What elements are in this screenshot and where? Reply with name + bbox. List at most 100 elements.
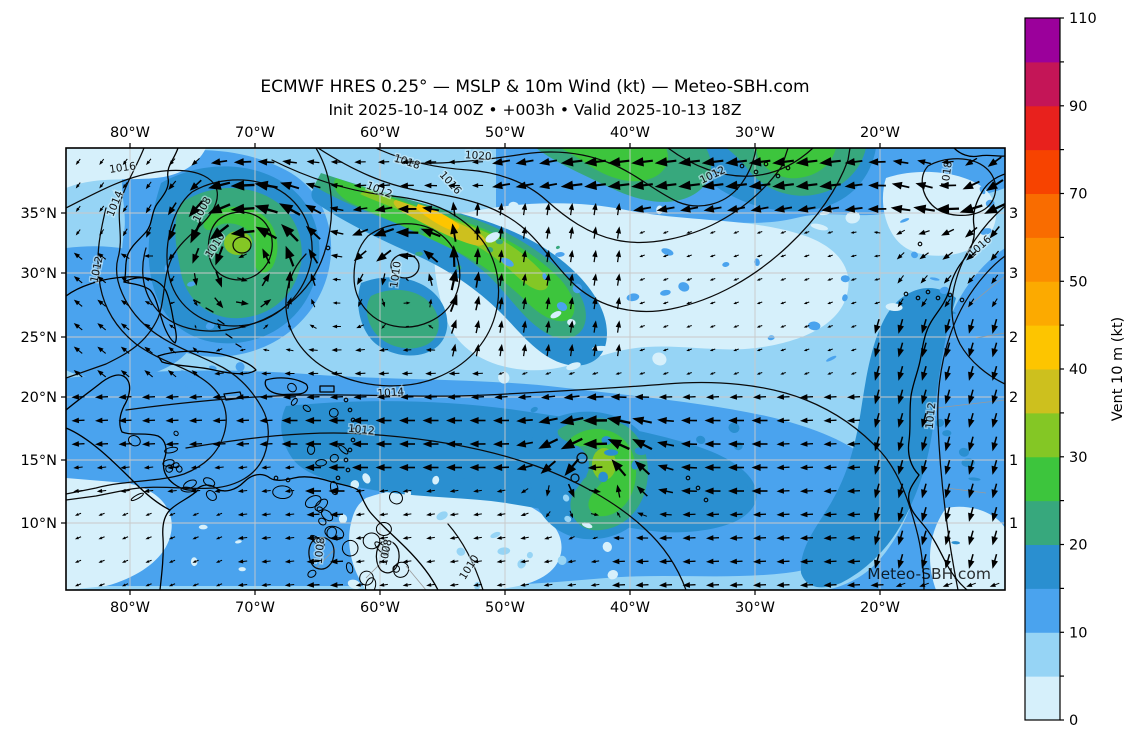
- wind-arrow: [991, 318, 998, 334]
- wind-arrow: [236, 417, 250, 424]
- wind-arrow: [733, 348, 739, 352]
- speck: [432, 475, 440, 485]
- wind-arrow: [308, 348, 318, 353]
- wind-arrow: [965, 157, 978, 166]
- x-axis-label-bottom: 50°W: [485, 600, 525, 616]
- wind-arrow: [944, 506, 951, 522]
- wind-arrow: [373, 227, 395, 237]
- wind-arrow: [121, 583, 129, 587]
- wind-arrow: [426, 559, 435, 564]
- island-dot: [703, 497, 709, 503]
- wind-arrow: [305, 204, 322, 215]
- wind-arrow: [728, 440, 744, 448]
- wind-arrow: [874, 506, 881, 522]
- colorbar-segment: [1025, 237, 1060, 282]
- wind-arrow: [191, 370, 200, 378]
- wind-arrow: [567, 583, 576, 587]
- wind-arrow: [800, 511, 814, 518]
- terrain-contour: [175, 465, 183, 473]
- wind-arrow: [121, 512, 129, 516]
- wind-arrow: [918, 229, 930, 235]
- wind-arrow: [284, 512, 295, 517]
- wind-arrow: [968, 530, 975, 546]
- wind-arrow: [352, 205, 368, 213]
- speck: [556, 302, 568, 311]
- wind-arrow: [592, 226, 598, 239]
- colorbar-segment: [1025, 412, 1060, 458]
- terrain-contour: [302, 404, 311, 413]
- wind-arrow: [921, 506, 928, 522]
- wind-arrow: [190, 465, 201, 470]
- speck: [939, 286, 950, 295]
- wind-arrow: [991, 506, 998, 522]
- wind-arrow: [189, 394, 203, 400]
- island-dot: [917, 241, 923, 247]
- wind-arrow: [803, 325, 810, 328]
- wind-arrow: [230, 203, 255, 215]
- wind-arrow: [568, 371, 575, 375]
- wind-arrow: [706, 394, 720, 400]
- wind-arrow: [517, 394, 532, 400]
- speck: [498, 371, 510, 384]
- wind-arrow: [332, 324, 341, 329]
- wind-arrow: [356, 324, 364, 329]
- wind-arrow: [98, 536, 105, 540]
- wind-arrow: [615, 343, 622, 357]
- wind-arrow: [401, 371, 413, 376]
- x-axis-label-top: 50°W: [485, 125, 525, 141]
- wind-arrow: [942, 582, 953, 587]
- island-dot: [285, 477, 291, 483]
- wind-arrow: [353, 394, 367, 400]
- wind-arrow: [656, 204, 675, 213]
- wind-arrow: [607, 157, 630, 167]
- wind-arrow: [521, 273, 528, 286]
- wind-arrow: [214, 488, 224, 494]
- colorbar-segment: [1025, 369, 1060, 414]
- wind-arrow: [496, 512, 506, 517]
- wind-arrow: [959, 203, 983, 214]
- colorbar-segment: [1025, 193, 1060, 238]
- wind-arrow: [823, 582, 837, 588]
- speck: [555, 252, 565, 257]
- wind-arrow: [544, 536, 552, 540]
- speck: [89, 328, 101, 334]
- island-dot: [347, 407, 353, 413]
- wind-arrow: [214, 465, 224, 470]
- wind-arrow: [143, 465, 154, 470]
- wind-arrow: [583, 415, 608, 426]
- speck: [929, 277, 940, 281]
- wind-arrow: [473, 247, 481, 265]
- wind-arrow: [962, 180, 980, 190]
- wind-arrow: [99, 158, 105, 165]
- wind-arrow: [897, 365, 904, 381]
- wind-arrow: [823, 558, 837, 565]
- wind-arrow: [634, 460, 651, 476]
- wind-arrow: [966, 582, 976, 587]
- speck: [550, 310, 562, 319]
- wind-arrow: [921, 342, 928, 358]
- wind-arrow: [611, 459, 627, 477]
- wind-arrow: [194, 324, 197, 329]
- wind-arrow: [95, 441, 109, 447]
- wind-arrow: [944, 342, 951, 358]
- wind-arrow: [97, 323, 107, 331]
- wind-arrow: [73, 276, 83, 284]
- wind-arrow: [237, 371, 248, 376]
- contour-label: 1012: [924, 402, 939, 430]
- wind-arrow: [986, 179, 1004, 192]
- wind-arrow: [377, 159, 390, 165]
- wind-arrow: [659, 511, 672, 518]
- wind-arrow: [357, 273, 364, 286]
- wind-arrow: [305, 487, 321, 495]
- y-axis-label-right-clipped: 3: [1009, 206, 1018, 222]
- terrain-contour: [365, 577, 377, 590]
- wind-arrow: [780, 325, 786, 328]
- wind-arrow: [543, 583, 553, 587]
- wind-arrow: [330, 558, 344, 565]
- wind-arrow: [73, 323, 83, 331]
- wind-arrow: [474, 319, 481, 334]
- wind-arrow: [991, 365, 998, 381]
- colorbar-tick-label: 0: [1069, 713, 1078, 729]
- wind-arrow: [686, 278, 692, 281]
- island-dot: [695, 485, 701, 491]
